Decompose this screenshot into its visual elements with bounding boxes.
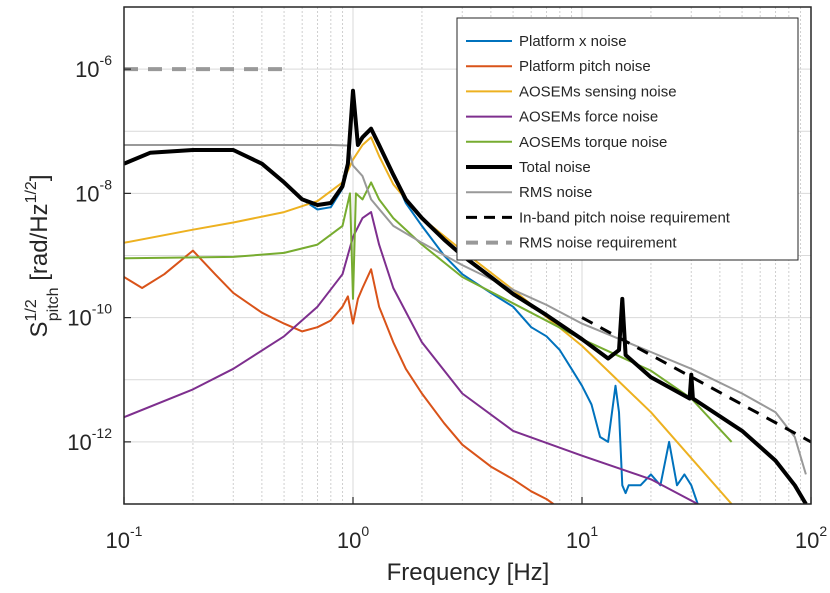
- y-axis-title-sub: pitch: [45, 287, 62, 321]
- series-line-1: [124, 249, 554, 504]
- y-axis-title-unit-open: [rad/Hz: [26, 203, 53, 287]
- y-tick-label: 10-10: [67, 301, 112, 331]
- legend-label: RMS noise requirement: [519, 235, 677, 252]
- series-layer: [124, 67, 811, 504]
- x-tick-label: 100: [337, 523, 369, 553]
- legend-label: Total noise: [519, 159, 591, 176]
- legend-label: AOSEMs torque noise: [519, 134, 667, 151]
- legend-label: RMS noise: [519, 184, 592, 201]
- x-tick-label: 102: [795, 523, 827, 553]
- y-tick-label: 10-8: [75, 176, 112, 206]
- y-axis-title: S1/2 pitch [rad/Hz1/2]: [23, 174, 62, 337]
- x-tick-label: 101: [566, 523, 598, 553]
- y-axis-title-sup: 1/2: [23, 299, 40, 321]
- series-line-0: [124, 92, 699, 504]
- y-tick-label: 10-6: [75, 52, 112, 82]
- legend-label: AOSEMs force noise: [519, 109, 658, 126]
- y-axis-title-unit-sup: 1/2: [23, 181, 40, 203]
- x-tick-label: 10-1: [106, 523, 143, 553]
- y-tick-label: 10-12: [67, 425, 112, 455]
- legend-label: Platform pitch noise: [519, 58, 651, 75]
- legend-label: AOSEMs sensing noise: [519, 83, 677, 100]
- legend-label: Platform x noise: [519, 33, 627, 50]
- plot-frame: [123, 6, 812, 505]
- y-axis-title-unit-close: ]: [26, 174, 53, 181]
- legend-label: In-band pitch noise requirement: [519, 209, 731, 226]
- series-line-3: [124, 211, 699, 504]
- legend-box: [456, 17, 799, 261]
- x-axis-title: Frequency [Hz]: [387, 559, 550, 586]
- legend: Platform x noise Platform pitch noise AOSE…: [456, 17, 799, 261]
- axis-ticks: 10-1 100 101 102 10-12 10-10 10-8 10-6: [67, 52, 827, 553]
- y-axis-title-base: S: [26, 321, 53, 337]
- series-line-5: [124, 88, 808, 504]
